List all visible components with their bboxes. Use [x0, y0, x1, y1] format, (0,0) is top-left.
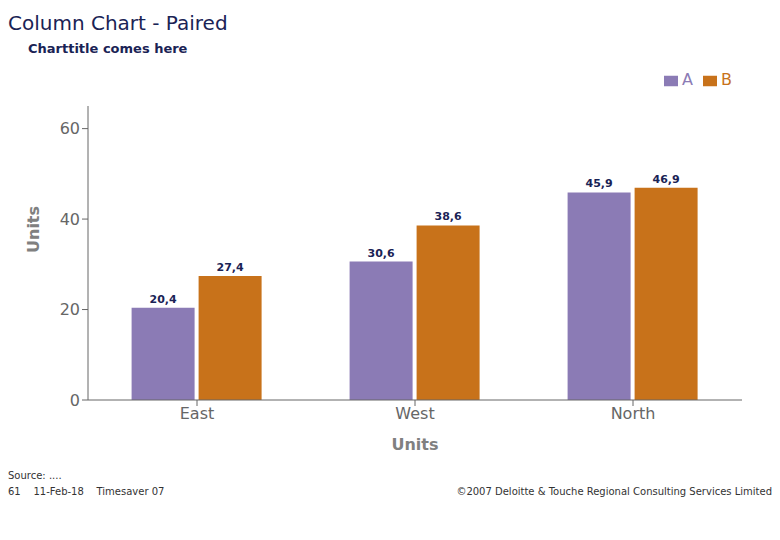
svg-text:20: 20 [60, 300, 80, 319]
svg-text:North: North [611, 404, 656, 423]
svg-text:West: West [395, 404, 434, 423]
html-text:61 11-Feb-18 Timesaver 07: 61 11-Feb-18 Timesaver 07 [8, 486, 165, 497]
svg-text:46,9: 46,9 [653, 173, 680, 186]
svg-text:20,4: 20,4 [150, 293, 177, 306]
svg-text:0: 0 [70, 391, 80, 410]
html-text:Source: ....: Source: .... [8, 470, 62, 481]
svg-text:45,9: 45,9 [586, 177, 613, 190]
svg-text:38,6: 38,6 [435, 210, 462, 223]
svg-text:40: 40 [60, 210, 80, 229]
html-text:Charttitle comes here: Charttitle comes here [28, 41, 188, 56]
svg-text:Units: Units [391, 435, 438, 454]
svg-text:27,4: 27,4 [217, 261, 244, 274]
svg-text:60: 60 [60, 119, 80, 138]
html-text:A: A [682, 70, 693, 89]
svg-text:East: East [180, 404, 215, 423]
html-text:©2007 Deloitte & Touche Region: ©2007 Deloitte & Touche Regional Consult… [456, 486, 772, 497]
svg-text:30,6: 30,6 [368, 247, 395, 260]
html-text:Column Chart - Paired: Column Chart - Paired [8, 11, 228, 35]
svg-text:Units: Units [24, 206, 43, 253]
html-text:B: B [721, 70, 732, 89]
